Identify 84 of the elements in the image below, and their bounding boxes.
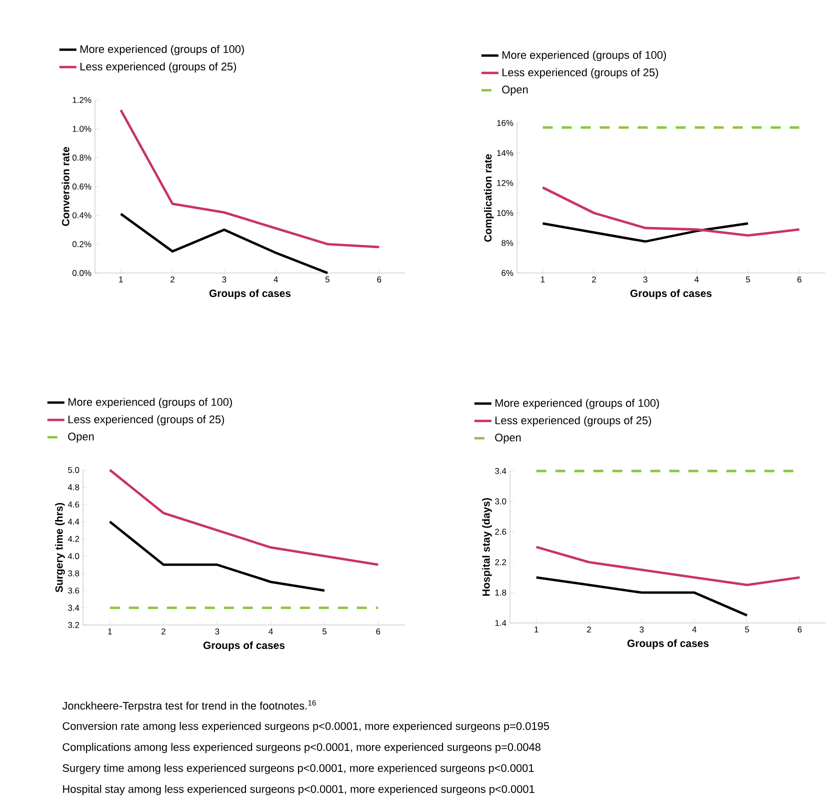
x-tick-label: 5: [745, 626, 750, 632]
y-tick-label: 3.6: [68, 588, 80, 594]
y-tick-label: 0.6%: [72, 184, 92, 190]
legend-label: Less experienced (groups of 25): [68, 415, 224, 426]
x-tick-label: 4: [274, 276, 278, 282]
y-tick-label: 0.8%: [72, 154, 92, 161]
x-tick-label: 3: [643, 276, 648, 283]
y-tick-label: 4.8: [68, 484, 80, 490]
legend-label: Less experienced (groups of 25): [496, 416, 652, 426]
x-tick-label: 3: [222, 276, 226, 283]
x-tick-label: 1: [534, 626, 538, 632]
y-tick-label: 1.0%: [72, 126, 92, 132]
x-tick-label: 2: [162, 628, 166, 634]
x-tick-label: 1: [540, 276, 545, 282]
x-tick-label: 4: [268, 628, 273, 634]
y-tick-label: 6%: [502, 270, 514, 276]
x-tick-label: 5: [746, 276, 750, 282]
x-axis-title: Groups of cases: [209, 289, 291, 300]
x-tick-label: 3: [215, 628, 220, 635]
line-series: [108, 468, 380, 566]
y-tick-label: 3.4: [495, 468, 506, 474]
y-axis-title: Hospital stay (days): [482, 498, 492, 596]
y-axis-title: Surgery time (hrs): [55, 502, 65, 592]
text: Complications among less experienced surgeons p<0.0001, more experienced surgeons p=0.0048: [62, 742, 540, 754]
line-series: [541, 186, 801, 237]
x-axis-title: Groups of cases: [203, 641, 285, 652]
x-axis-title: Groups of cases: [627, 639, 709, 650]
y-tick-label: 2.2: [495, 559, 506, 566]
text: Jonckheere-Terpstra test for trend in the footnotes.$^{16}$: [62, 700, 316, 712]
legend-label: More experienced (groups of 100): [68, 398, 232, 408]
y-tick-label: 0.0%: [72, 270, 92, 276]
x-tick-label: 2: [592, 276, 596, 282]
y-tick-label: 12%: [497, 180, 514, 186]
legend-label: Less experienced (groups of 25): [80, 62, 236, 73]
y-tick-label: 1.4: [495, 620, 506, 626]
legend-label: More experienced (groups of 100): [496, 398, 659, 410]
y-tick-label: 4.2: [68, 536, 80, 542]
x-tick-label: 6: [798, 626, 802, 633]
x-tick-label: 6: [377, 276, 382, 283]
line-series: [120, 108, 380, 248]
y-tick-label: 1.2%: [72, 97, 92, 103]
y-axis-title: Conversion rate: [62, 147, 70, 226]
y-tick-label: 16%: [497, 120, 514, 126]
x-tick-label: 3: [640, 626, 644, 633]
legend-label: Open: [495, 434, 521, 444]
x-tick-label: 6: [376, 628, 380, 635]
x-tick-label: 2: [587, 626, 591, 632]
y-tick-label: 1.8: [495, 590, 506, 596]
y-tick-label: 0.2%: [72, 241, 92, 248]
y-tick-label: 4.4: [68, 518, 80, 525]
legend-label: Less experienced (groups of 25): [502, 68, 658, 78]
y-tick-label: 2.6: [495, 528, 506, 535]
y-axis-title: Complication rate: [484, 154, 494, 242]
line-series: [108, 520, 326, 592]
x-tick-label: 4: [692, 626, 696, 632]
x-tick-label: 1: [108, 628, 112, 634]
y-tick-label: 5.0: [68, 467, 80, 473]
line-series: [535, 576, 748, 617]
legend-label: More experienced (groups of 100): [502, 50, 666, 62]
x-tick-label: 5: [322, 628, 326, 634]
x-tick-label: 5: [325, 276, 330, 282]
line-series: [535, 546, 801, 586]
y-tick-label: 4.6: [68, 501, 80, 508]
x-tick-label: 2: [170, 276, 174, 282]
y-tick-label: 10%: [497, 210, 514, 216]
line-series: [120, 212, 329, 274]
x-tick-label: 1: [119, 276, 123, 282]
x-axis-title: Groups of cases: [630, 289, 712, 300]
x-tick-label: 4: [694, 276, 699, 282]
legend-label: Open: [502, 86, 528, 96]
text: Hospital stay among less experienced surgeons p<0.0001, more experienced surgeons p<0.0001: [63, 784, 534, 796]
y-tick-label: 8%: [502, 240, 514, 246]
legend-label: More experienced (groups of 100): [80, 44, 244, 56]
legend-label: Open: [68, 432, 94, 443]
y-tick-label: 0.4%: [72, 212, 92, 218]
y-tick-label: 14%: [497, 150, 514, 156]
text: Surgery time among less experienced surgeons p<0.0001, more experienced surgeons p<0.0001: [62, 764, 534, 774]
y-tick-label: 3.2: [68, 622, 80, 628]
x-tick-label: 6: [797, 276, 802, 283]
text: Conversion rate among less experienced surgeons p<0.0001, more experienced surgeons p=0.0195: [62, 722, 550, 732]
y-tick-label: 3.8: [68, 570, 80, 576]
y-tick-label: 3.4: [68, 604, 80, 611]
y-tick-label: 4.0: [68, 553, 80, 560]
y-tick-label: 3.0: [495, 498, 506, 504]
